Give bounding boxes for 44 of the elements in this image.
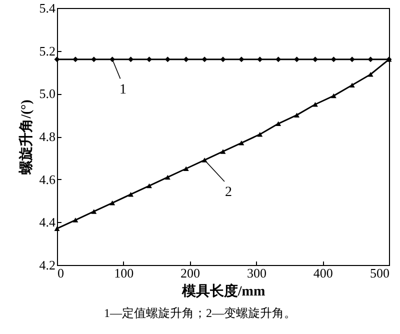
point bbox=[220, 56, 226, 62]
y-tick-label: 5.0 bbox=[39, 86, 56, 102]
point bbox=[330, 93, 336, 98]
annotation: 2 bbox=[224, 185, 232, 200]
point bbox=[276, 121, 282, 126]
x-tick-label: 100 bbox=[114, 266, 134, 280]
point bbox=[183, 166, 189, 171]
point bbox=[368, 72, 374, 77]
point bbox=[54, 226, 60, 231]
annotation: 1 bbox=[119, 82, 126, 98]
point bbox=[368, 56, 374, 62]
x-tick-label: 200 bbox=[180, 266, 200, 280]
y-tick-label: 5.2 bbox=[39, 43, 56, 58]
point bbox=[294, 112, 300, 118]
point bbox=[91, 56, 97, 62]
point bbox=[238, 140, 244, 146]
y-tick-label: 4.8 bbox=[39, 129, 56, 144]
point bbox=[183, 56, 189, 62]
x-axis-title: 模具长度/mm bbox=[180, 282, 266, 300]
text: 1—定值螺旋升角；2—变螺旋升角。 bbox=[103, 305, 297, 321]
point bbox=[72, 218, 78, 222]
point bbox=[238, 56, 244, 62]
point bbox=[257, 56, 263, 62]
point bbox=[128, 192, 134, 197]
x-tick-label: 500 bbox=[370, 266, 390, 280]
y-tick-label: 4.2 bbox=[39, 258, 56, 272]
y-tick-label: 4.6 bbox=[39, 172, 56, 187]
point bbox=[349, 56, 355, 62]
point bbox=[220, 149, 226, 154]
point bbox=[146, 183, 152, 188]
x-tick-label: 0 bbox=[58, 266, 64, 280]
x-tick-label: 300 bbox=[246, 266, 266, 280]
point bbox=[54, 56, 60, 62]
point bbox=[257, 132, 263, 137]
x-tick-label: 400 bbox=[313, 266, 333, 280]
point bbox=[72, 56, 78, 62]
point bbox=[164, 174, 170, 180]
y-tick-label: 4.4 bbox=[39, 214, 56, 230]
point bbox=[110, 200, 116, 206]
point bbox=[202, 56, 208, 62]
point bbox=[91, 209, 97, 214]
point bbox=[349, 82, 355, 88]
y-tick-label: 5.4 bbox=[39, 0, 56, 16]
y-axis-title: 螺旋升角/(°) bbox=[17, 99, 34, 176]
